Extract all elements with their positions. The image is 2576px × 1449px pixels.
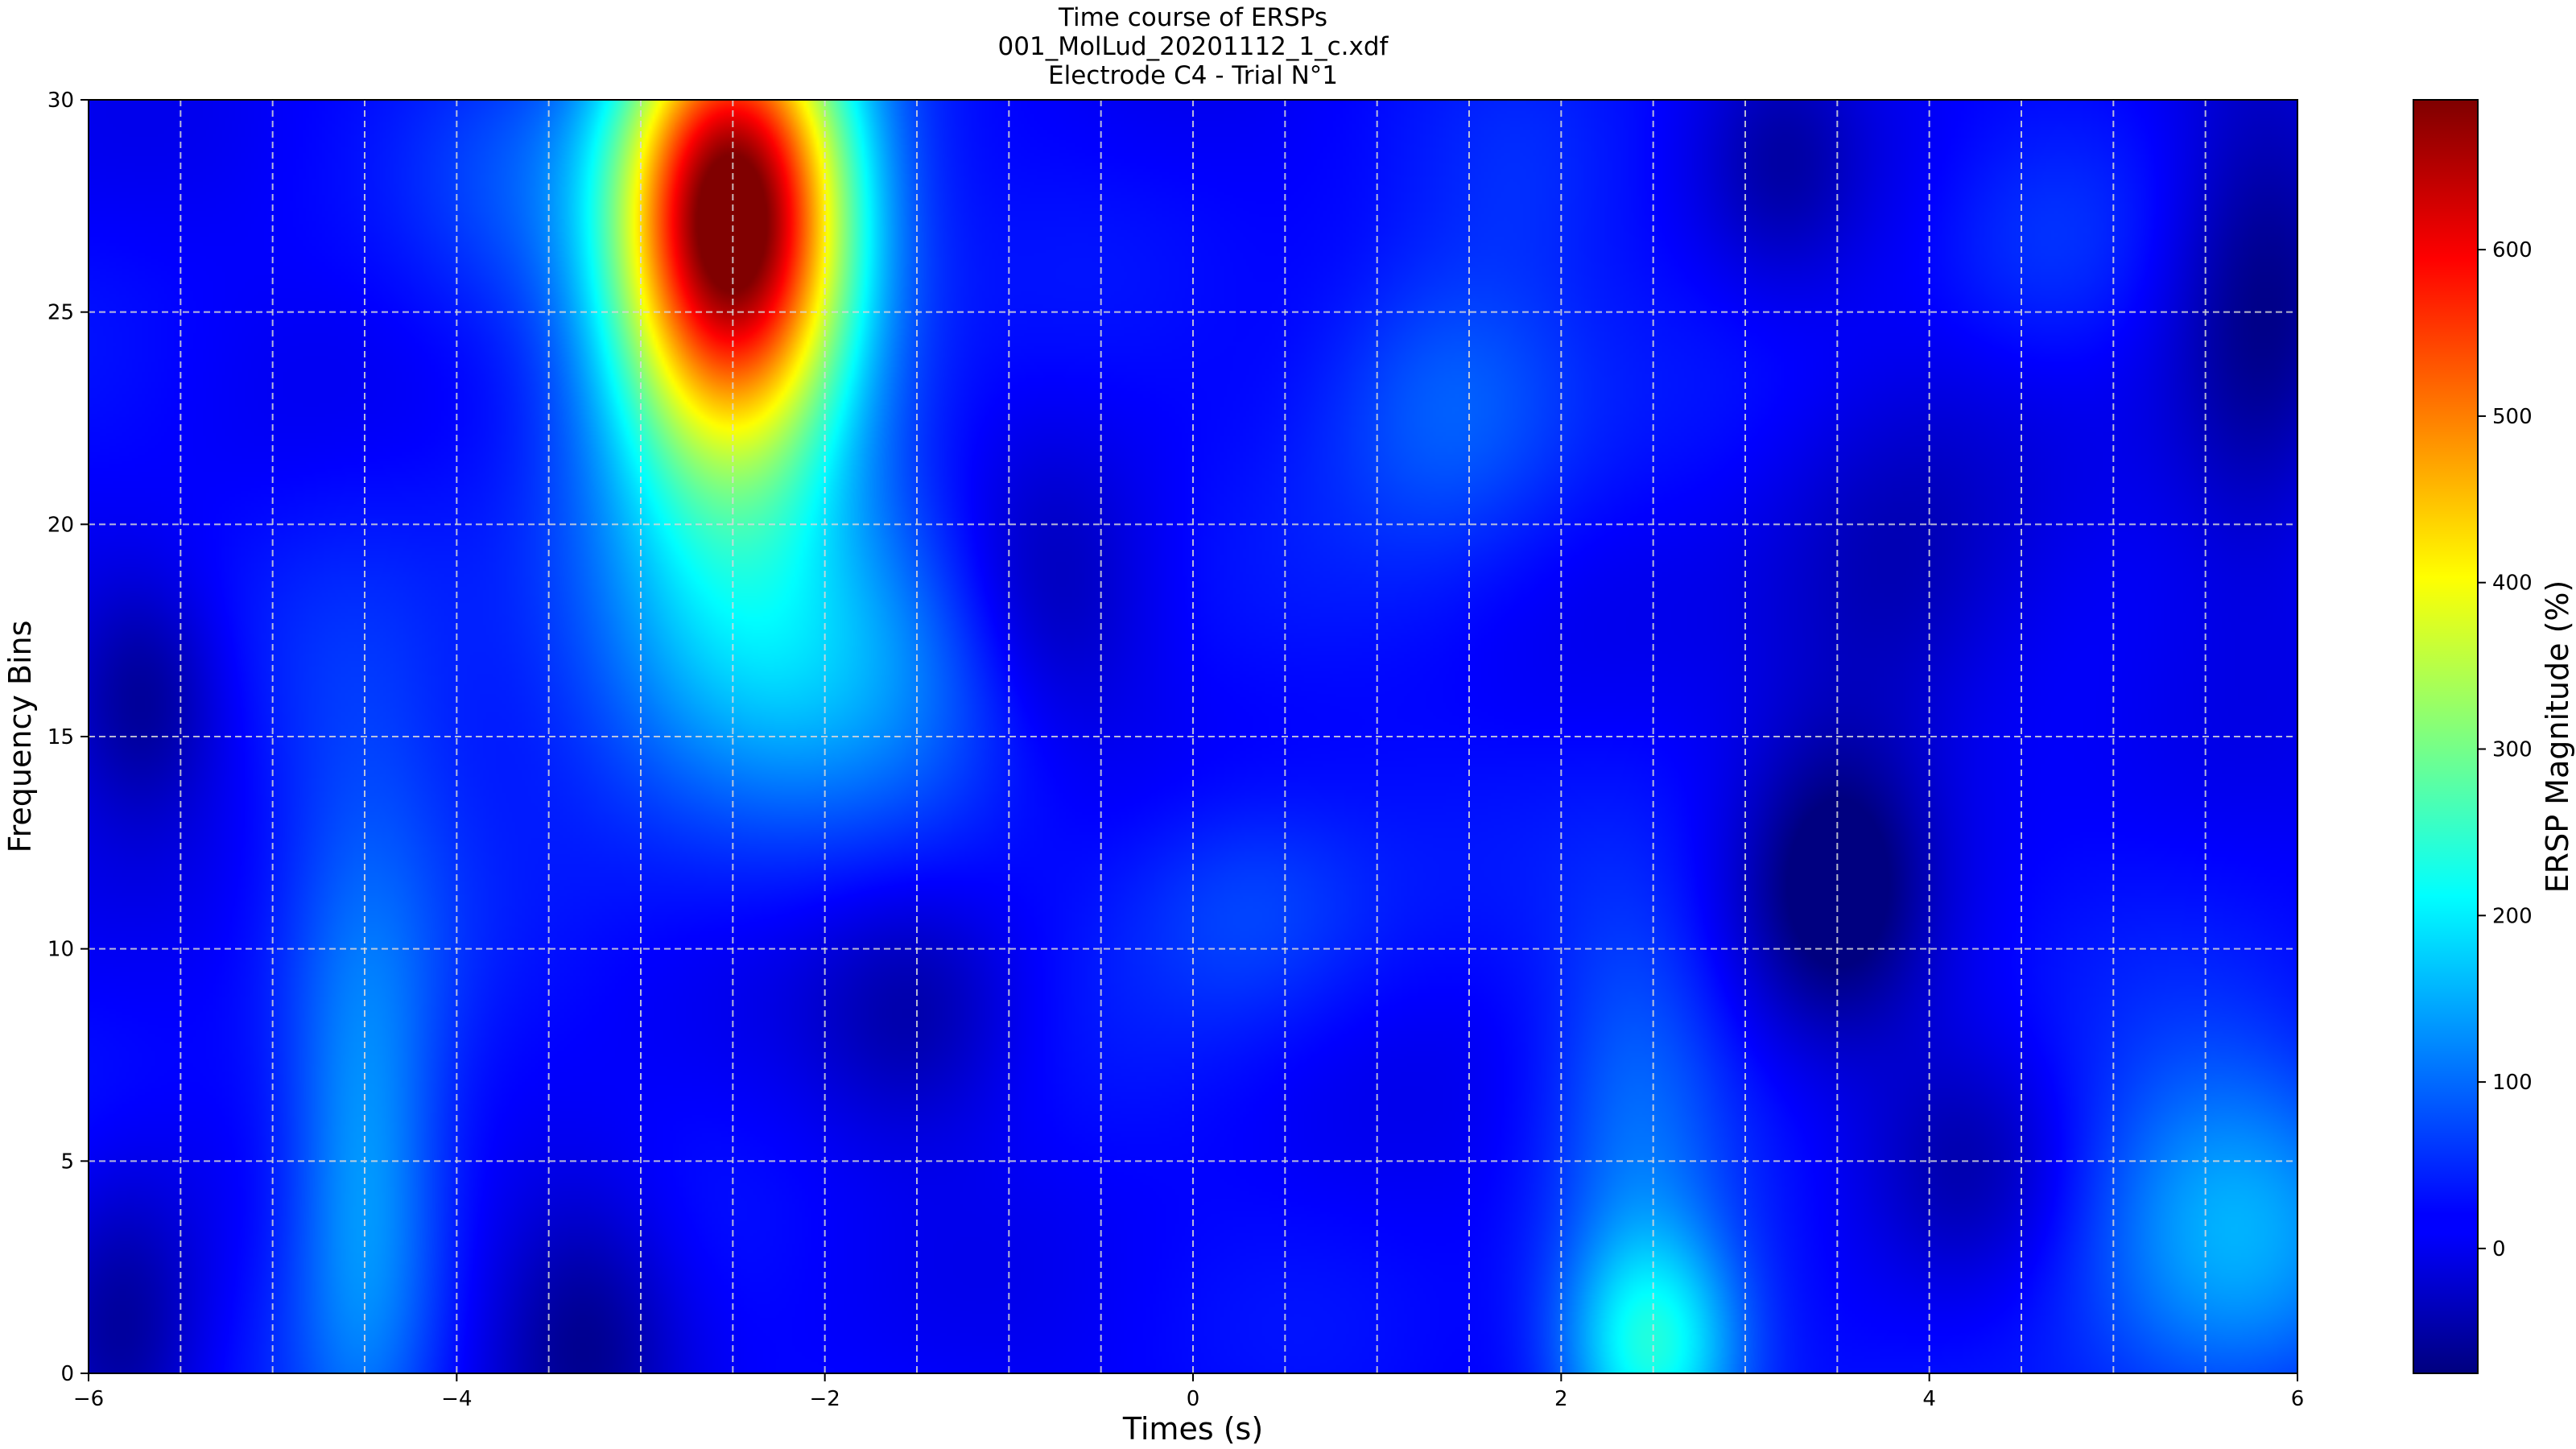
colorbar-tick-label: 400 [2492, 572, 2533, 596]
x-tick-label: −6 [73, 1387, 104, 1411]
y-tick-label: 30 [47, 89, 74, 113]
colorbar-tick-label: 600 [2492, 238, 2533, 262]
y-tick-label: 20 [47, 513, 74, 537]
x-tick-label: −4 [441, 1387, 472, 1411]
colorbar-tick-label: 100 [2492, 1071, 2533, 1095]
x-tick-label: 4 [1922, 1387, 1936, 1411]
y-tick-label: 15 [47, 725, 74, 749]
colorbar-gradient [2413, 99, 2479, 1374]
colorbar-ticks: 0 100 200 300 400 500 600 [2478, 238, 2533, 1261]
colorbar-tick-label: 300 [2492, 738, 2533, 762]
y-tick-label: 5 [60, 1150, 74, 1174]
x-tick-label: 0 [1187, 1387, 1200, 1411]
chart-title-line-1: Time course of ERSPs [1058, 3, 1328, 32]
x-axis-label: Times (s) [1122, 1411, 1263, 1447]
y-axis-label: Frequency Bins [2, 621, 38, 853]
colorbar-tick-label: 0 [2492, 1237, 2506, 1261]
grid-lines [89, 100, 2297, 1373]
x-tick-label: 2 [1554, 1387, 1568, 1411]
chart-title-line-2: 001_MolLud_20201112_1_c.xdf [997, 32, 1389, 61]
y-axis-ticks: 0 5 10 15 20 25 30 [47, 89, 89, 1386]
colorbar-label: ERSP Magnitude (%) [2540, 580, 2575, 894]
x-tick-label: −2 [810, 1387, 840, 1411]
colorbar-tick-label: 200 [2492, 904, 2533, 928]
x-axis-ticks: −6 −4 −2 0 2 4 6 [73, 1373, 2304, 1411]
colorbar-tick-label: 500 [2492, 405, 2533, 429]
chart-title-line-3: Electrode C4 - Trial N°1 [1048, 61, 1338, 90]
x-tick-label: 6 [2291, 1387, 2305, 1411]
y-tick-label: 0 [60, 1362, 74, 1386]
y-tick-label: 25 [47, 301, 74, 325]
y-tick-label: 10 [47, 938, 74, 962]
colorbar: 0 100 200 300 400 500 600 ERSP Magnitude (%) [2413, 99, 2575, 1374]
